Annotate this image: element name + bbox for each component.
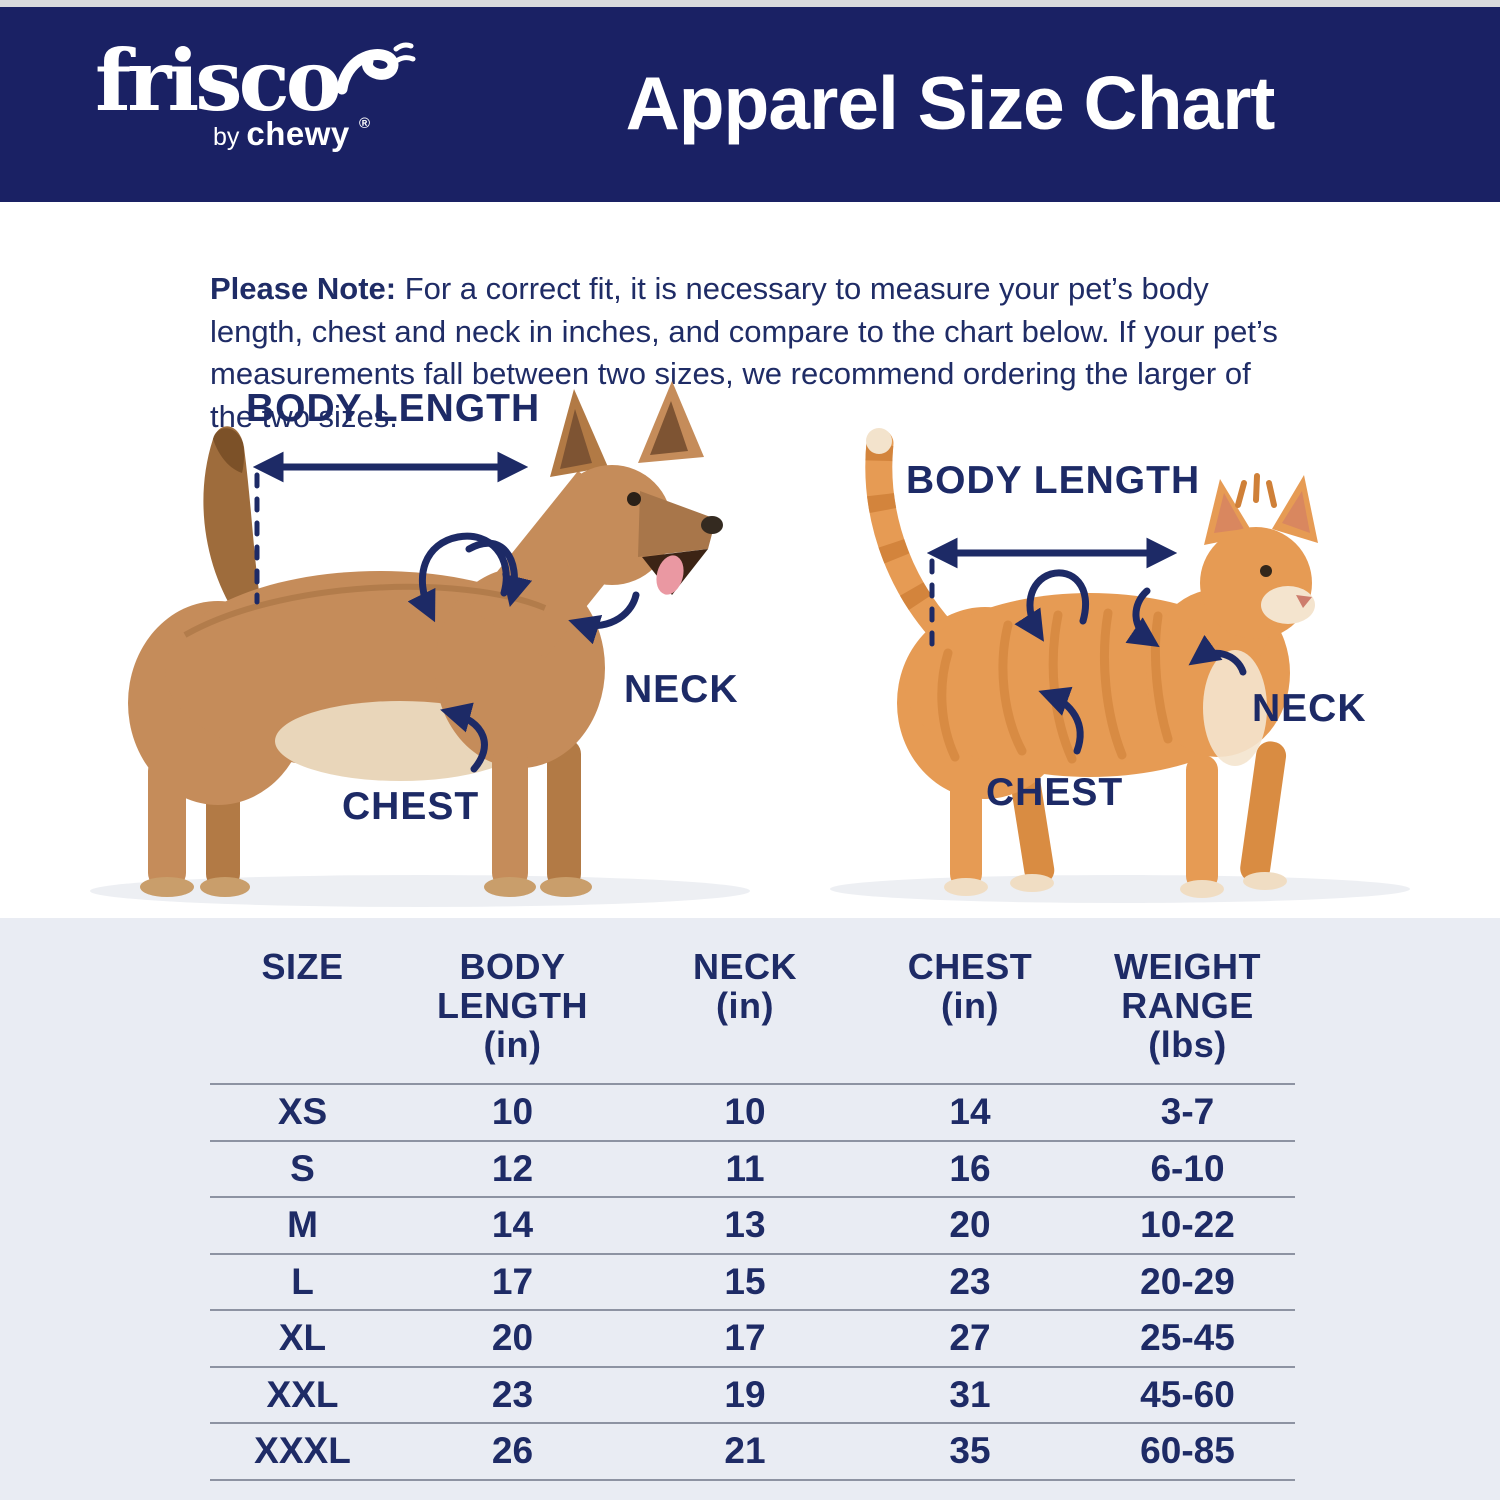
- cat-shadow: [830, 875, 1410, 903]
- fit-note-text: For a correct fit, it is necessary to me…: [210, 271, 1278, 434]
- pets-illustration-canvas: [90, 381, 1410, 907]
- dog-chest-arrow: [440, 702, 488, 773]
- cell-m-weight: 10-22: [1140, 1204, 1235, 1245]
- chewy-wordmark: chewy: [246, 115, 350, 152]
- size-table-section: SIZE BODY LENGTH (in) NECK (in) CHEST (in) WEIGH…: [0, 918, 1500, 1500]
- cell-s-size: S: [290, 1147, 315, 1189]
- dog-girth-loop-arrow: [407, 532, 510, 623]
- cell-l-weight: 20-29: [1140, 1260, 1235, 1302]
- cell-m-chest: 20: [949, 1204, 991, 1245]
- cell-xxxl-size: XXXL: [254, 1430, 351, 1471]
- logo-tail-flourish-icon: [338, 42, 416, 95]
- header-chest: CHEST (in): [907, 946, 1033, 1026]
- dog-chest-label: CHEST: [342, 785, 480, 828]
- top-edge-strip: [0, 0, 1500, 7]
- table-row-s: S 12 11 16 6-10: [210, 1142, 1295, 1198]
- cat-neck-label: NECK: [1252, 687, 1367, 730]
- dog-neck-arc-arrow: [568, 591, 640, 645]
- logo-byline: by chewy: [213, 115, 415, 153]
- cell-m-neck: 13: [724, 1204, 766, 1245]
- cat-annotation-arrows: [926, 537, 1247, 755]
- cell-xs-neck: 10: [724, 1091, 766, 1132]
- frisco-logo: frisco ® by chewy: [95, 37, 416, 153]
- cell-xxxl-body-length: 26: [491, 1430, 534, 1471]
- dog-body-length-label: BODY LENGTH: [246, 387, 541, 430]
- table-row-m: M 14 13 20 10-22: [210, 1198, 1295, 1255]
- logo-by-text: by: [213, 123, 240, 151]
- cat-withers-loop-arrow: [1125, 587, 1160, 648]
- cell-s-neck: 11: [725, 1147, 765, 1189]
- cat-chest-label: CHEST: [986, 771, 1124, 814]
- cell-xxl-neck: 19: [724, 1373, 766, 1415]
- page-title: Apparel Size Chart: [625, 61, 1276, 145]
- cell-xxl-weight: 45-60: [1140, 1373, 1235, 1415]
- header-weight: WEIGHT RANGE (lbs): [1114, 946, 1261, 1065]
- cell-xl-body-length: 20: [491, 1317, 534, 1358]
- cell-m-body-length: 14: [491, 1204, 534, 1245]
- cell-l-size: L: [291, 1260, 314, 1302]
- header-body-length: BODY LENGTH (in): [437, 946, 588, 1065]
- dog-shadow: [90, 875, 750, 907]
- cell-s-body-length: 12: [491, 1147, 534, 1189]
- table-row-xl: XL 20 17 27 25-45: [210, 1311, 1295, 1368]
- cell-xxl-size: XXL: [266, 1373, 339, 1415]
- cell-xxxl-chest: 35: [949, 1430, 991, 1471]
- cell-xl-weight: 25-45: [1140, 1317, 1235, 1358]
- cat-chest-arrow: [1038, 686, 1084, 755]
- fit-note-label: Please Note:: [210, 271, 397, 306]
- cell-xs-size: XS: [277, 1091, 328, 1132]
- cell-xs-body-length: 10: [491, 1091, 534, 1132]
- cell-xxl-body-length: 23: [491, 1373, 534, 1415]
- measurement-diagram: BODY LENGTH NECK CHEST BODY LENGTH NECK …: [0, 373, 1500, 918]
- cell-m-size: M: [287, 1204, 318, 1245]
- cell-xxxl-neck: 21: [724, 1430, 766, 1471]
- cell-l-chest: 23: [949, 1260, 991, 1302]
- table-row-l: L 17 15 23 20-29: [210, 1255, 1295, 1311]
- header-neck: NECK (in): [692, 946, 797, 1026]
- header-banner: frisco ® by chewy Apparel Size Chart: [0, 7, 1500, 202]
- table-row-xxl: XXL 23 19 31 45-60: [210, 1368, 1295, 1424]
- fit-note: Please Note: For a correct fit, it is ne…: [210, 268, 1295, 438]
- cell-s-chest: 16: [949, 1147, 991, 1189]
- size-table: SIZE BODY LENGTH (in) NECK (in) CHEST (in) WEIGH…: [210, 947, 1295, 1481]
- cat-neck-arc-arrow: [1188, 634, 1247, 676]
- cell-s-weight: 6-10: [1150, 1147, 1225, 1189]
- registered-trademark: ®: [359, 115, 371, 132]
- table-row-xs: XS 10 10 14 3-7: [210, 1085, 1295, 1142]
- cell-xxxl-weight: 60-85: [1140, 1430, 1235, 1471]
- dog-withers-loop-arrow: [465, 539, 533, 607]
- cell-xs-chest: 14: [949, 1091, 991, 1132]
- frisco-wordmark: frisco: [95, 31, 342, 130]
- dog-neck-label: NECK: [624, 668, 739, 711]
- cell-xl-size: XL: [278, 1317, 327, 1358]
- dog-annotation-arrows: [252, 451, 640, 773]
- cell-l-neck: 15: [724, 1260, 766, 1302]
- cat-body-length-label: BODY LENGTH: [906, 459, 1201, 502]
- cell-xs-weight: 3-7: [1160, 1091, 1215, 1132]
- cell-xxl-chest: 31: [949, 1373, 991, 1415]
- cell-xl-neck: 17: [724, 1317, 766, 1358]
- cell-l-body-length: 17: [491, 1260, 534, 1302]
- header-size: SIZE: [261, 946, 344, 987]
- size-table-body: XS 10 10 14 3-7 S 12 11 16 6-10 M 14 13 20 10-22 L 17 15 2…: [210, 1085, 1295, 1481]
- cell-xl-chest: 27: [949, 1317, 991, 1358]
- table-row-xxxl: XXXL 26 21 35 60-85: [210, 1424, 1295, 1481]
- cat-girth-loop-arrow: [1014, 569, 1090, 642]
- size-table-header-row: SIZE BODY LENGTH (in) NECK (in) CHEST (in) WEIGH…: [210, 947, 1295, 1085]
